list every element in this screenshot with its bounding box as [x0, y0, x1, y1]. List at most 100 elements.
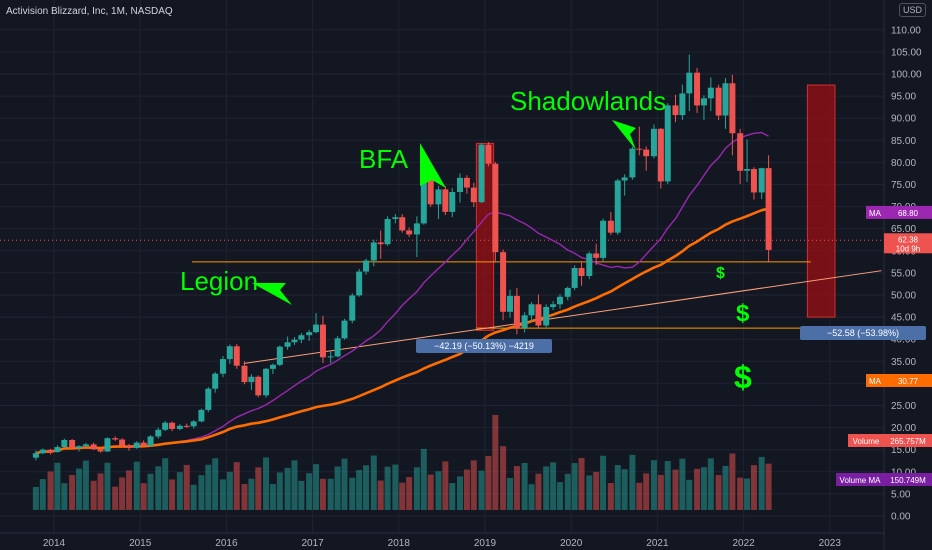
volume-bar — [442, 461, 449, 510]
candle-body — [233, 346, 240, 366]
volume-bar — [112, 486, 119, 510]
volume-bar — [284, 467, 291, 510]
volume-bar — [255, 467, 262, 510]
candle-body — [75, 446, 82, 448]
ma-line-orange — [35, 207, 769, 455]
candle-body — [449, 192, 456, 212]
candle-body — [586, 253, 593, 276]
candle-body — [370, 242, 377, 261]
volume-bar — [657, 474, 664, 510]
volume-bar — [629, 454, 636, 510]
candle-body — [715, 87, 722, 116]
volume-bar — [449, 483, 456, 510]
candle-body — [457, 177, 464, 193]
volume-bar — [614, 465, 621, 510]
volume-bar — [69, 475, 76, 510]
x-tick-label: 2017 — [301, 538, 324, 549]
candle-body — [543, 306, 550, 326]
volume-bar — [269, 484, 276, 510]
volume-bar — [205, 464, 212, 510]
candle-body — [672, 105, 679, 116]
candle-body — [155, 429, 162, 437]
volume-bar — [384, 466, 391, 510]
volume-bar — [571, 463, 578, 510]
candle-body — [392, 217, 399, 219]
volume-ma-value: 150.749M — [890, 476, 926, 485]
volume-bar — [506, 478, 513, 510]
ma-name: MA — [869, 377, 882, 386]
candle-body — [241, 365, 248, 383]
dollar-sign: $ — [734, 359, 752, 395]
volume-value: 265.757M — [890, 437, 926, 446]
volume-bar — [528, 484, 535, 510]
measure-box — [416, 339, 552, 353]
candle-body — [169, 422, 176, 429]
candle-body — [607, 220, 614, 233]
volume-bar — [600, 455, 607, 510]
candle-body — [319, 324, 326, 358]
dollar-sign: $ — [716, 265, 725, 282]
volume-bars — [32, 415, 772, 510]
candle-body — [255, 376, 262, 396]
dollar-sign: $ — [736, 300, 750, 327]
candle-body — [535, 304, 542, 326]
volume-bar — [643, 473, 650, 510]
volume-bar — [47, 471, 54, 510]
candle-body — [125, 445, 132, 448]
candle-body — [765, 168, 772, 250]
volume-bar — [457, 476, 464, 510]
candle-body — [420, 170, 427, 224]
volume-bar — [564, 473, 571, 510]
ma-purple-value-bg — [884, 205, 932, 219]
candle-body — [435, 189, 442, 205]
shaded-zone — [806, 84, 836, 318]
candle-body — [39, 449, 46, 454]
volume-bar — [327, 478, 334, 510]
annotation-arrow — [612, 120, 636, 150]
volume-bar — [176, 472, 183, 510]
candle-body — [334, 338, 341, 357]
measure-box — [800, 326, 926, 340]
volume-value-bg — [884, 434, 932, 447]
candle-body — [341, 320, 348, 339]
volume-ma-name-box — [836, 473, 884, 486]
candle-body — [349, 295, 356, 321]
volume-bar — [140, 483, 147, 510]
volume-bar — [463, 469, 470, 510]
volume-bar — [586, 475, 593, 510]
candle-body — [707, 87, 714, 99]
ma-name-box — [866, 205, 884, 219]
volume-bar — [248, 478, 255, 510]
measure-label: −52.58 (−53.98%) — [827, 328, 899, 338]
candle-body — [263, 368, 270, 396]
shaded-zones — [475, 84, 836, 331]
candle-body — [190, 421, 197, 427]
volume-bar — [578, 458, 585, 510]
volume-bar — [212, 458, 219, 510]
x-tick-label: 2021 — [646, 538, 669, 549]
y-tick-label: 20.00 — [891, 423, 916, 434]
currency-button[interactable]: USD — [898, 3, 926, 17]
volume-bar — [420, 448, 427, 510]
candle-body — [564, 287, 571, 297]
volume-bar — [485, 456, 492, 510]
candle-body — [384, 218, 391, 245]
volume-bar — [650, 460, 657, 510]
annotations: Legion BFA Shadowlands $ $ $ — [180, 86, 752, 395]
candle-body — [657, 128, 664, 182]
candle-body — [664, 105, 671, 182]
volume-bar — [500, 446, 507, 510]
volume-bar — [593, 471, 600, 510]
volume-bar — [679, 458, 686, 510]
volume-bar — [363, 465, 370, 510]
last-price-bg — [884, 233, 932, 254]
candle-body — [61, 439, 68, 448]
volume-bar — [700, 467, 707, 510]
ma-name: MA — [869, 209, 882, 218]
volume-name-box — [848, 434, 884, 447]
measure-label: −42.19 (−50.13%) −4219 — [434, 341, 534, 351]
volume-bar — [162, 458, 169, 510]
candle-body — [500, 252, 507, 312]
volume-bar — [39, 479, 46, 510]
